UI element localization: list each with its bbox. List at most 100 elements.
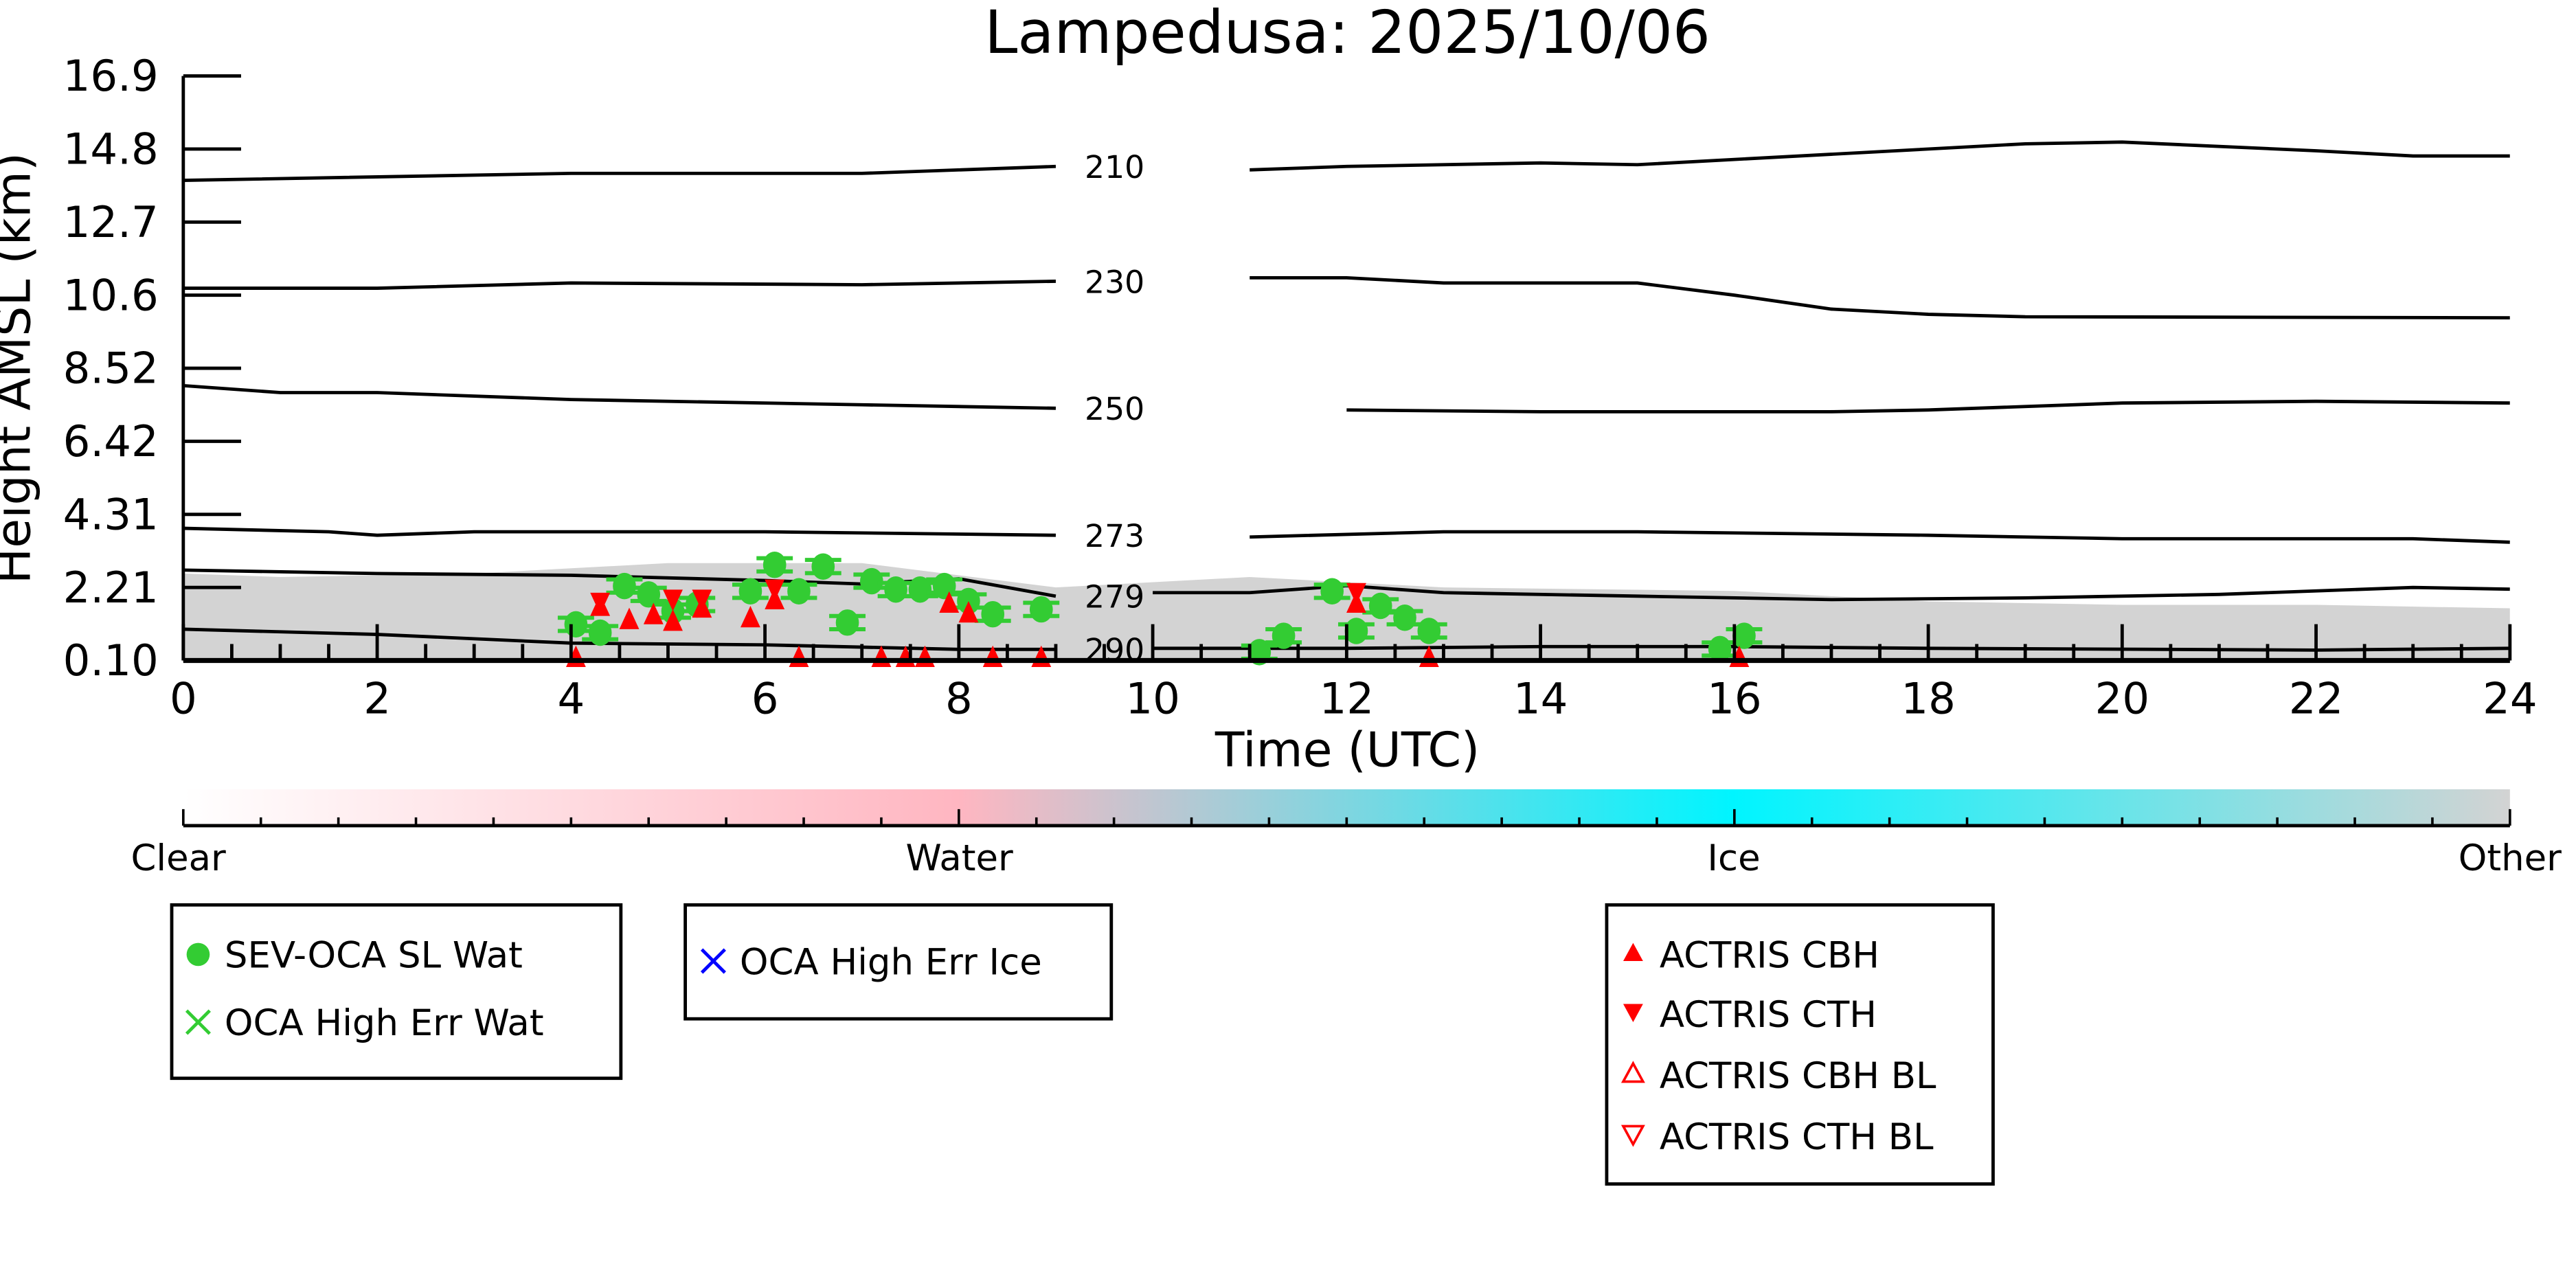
data-point-oca xyxy=(1417,618,1441,644)
legend-label: ACTRIS CTH BL xyxy=(1660,1116,1934,1158)
data-point-oca xyxy=(1732,622,1756,649)
temperature-contours: 210 230 250 273 279 290 xyxy=(183,140,2510,668)
data-point-oca xyxy=(588,619,612,646)
y-tick-label: 16.9 xyxy=(63,51,159,101)
x-tick-label: 2 xyxy=(363,673,391,723)
x-marker-icon xyxy=(185,1009,211,1035)
data-point-oca xyxy=(859,567,883,595)
x-tick-label: 14 xyxy=(1513,673,1568,723)
contour-label: 250 xyxy=(1085,391,1144,427)
data-point-cbh xyxy=(939,591,960,613)
data-point-oca xyxy=(811,553,835,580)
x-tick-label: 16 xyxy=(1707,673,1762,723)
legend-label: SEV-OCA SL Wat xyxy=(225,935,523,977)
y-tick-label: 0.10 xyxy=(63,635,159,686)
data-point-oca xyxy=(957,587,980,615)
contour-line-250 xyxy=(1346,399,2510,414)
data-point-cth xyxy=(1346,583,1366,605)
triangle-down-icon xyxy=(1623,1004,1643,1022)
data-point-cth xyxy=(663,589,683,611)
contour-line-210 xyxy=(183,164,1057,182)
data-point-cth xyxy=(590,592,611,615)
data-point-oca xyxy=(908,576,932,603)
colorbar-label-ice: Ice xyxy=(1707,837,1760,879)
data-point-oca xyxy=(835,609,859,636)
data-point-oca xyxy=(1393,605,1416,631)
x-axis-label: Time (UTC) xyxy=(1214,722,1480,778)
data-point-oca xyxy=(787,578,811,605)
x-tick-label: 6 xyxy=(752,673,779,723)
legend-label: ACTRIS CBH xyxy=(1660,935,1879,977)
legend-oca-water: SEV-OCA SL Wat OCA High Err Wat xyxy=(170,903,623,1081)
data-point-oca xyxy=(613,572,636,600)
contour-line-290 xyxy=(183,627,1056,651)
y-tick-label: 14.8 xyxy=(63,124,159,174)
x-tick-label: 12 xyxy=(1320,673,1375,723)
x-tick-label: 22 xyxy=(2289,673,2344,723)
data-point-oca xyxy=(1029,596,1053,623)
x-tick-label: 18 xyxy=(1901,673,1956,723)
contour-label: 290 xyxy=(1085,632,1144,668)
data-point-oca xyxy=(1320,578,1344,605)
y-tick-label: 4.31 xyxy=(63,489,159,539)
contour-line-210 xyxy=(1250,140,2510,172)
contour-line-230 xyxy=(1250,275,2510,320)
data-point-oca xyxy=(884,576,907,603)
colorbar: Clear Water Ice Other xyxy=(131,789,2562,879)
contour-line-273 xyxy=(183,526,1056,537)
data-point-oca xyxy=(1344,618,1368,644)
y-tick-label: 10.6 xyxy=(63,270,159,320)
contour-line-273 xyxy=(1250,530,2510,544)
chart-title: Lampedusa: 2025/10/06 xyxy=(984,0,1710,67)
colorbar-label-other: Other xyxy=(2459,837,2562,879)
data-point-oca xyxy=(1368,592,1392,620)
data-point-oca xyxy=(981,600,1005,628)
y-tick-label: 6.42 xyxy=(63,416,159,466)
y-tick-label: 8.52 xyxy=(63,343,159,394)
x-tick-label: 20 xyxy=(2095,673,2150,723)
contour-label: 210 xyxy=(1085,149,1144,185)
contour-label: 273 xyxy=(1085,518,1144,554)
contour-label: 230 xyxy=(1085,264,1144,300)
legend-label: ACTRIS CBH BL xyxy=(1660,1055,1936,1097)
legend-label: ACTRIS CTH xyxy=(1660,994,1877,1036)
triangle-up-open-icon xyxy=(1620,1061,1645,1083)
x-tick-label: 24 xyxy=(2483,673,2538,723)
legend-label: OCA High Err Ice xyxy=(740,941,1042,983)
data-point-cbh xyxy=(663,609,683,631)
data-point-oca xyxy=(1708,635,1732,663)
contour-line-279 xyxy=(1153,584,2510,602)
triangle-down-open-icon xyxy=(1620,1125,1645,1147)
data-point-oca xyxy=(637,581,661,608)
y-axis-label: Height AMSL (km) xyxy=(0,152,41,584)
data-point-cbh xyxy=(958,600,979,623)
contour-line-250 xyxy=(183,383,1057,410)
data-point-cbh xyxy=(643,602,664,624)
data-point-cbh xyxy=(619,607,640,629)
x-tick-label: 0 xyxy=(170,673,197,723)
y-tick-label: 2.21 xyxy=(63,563,159,613)
y-tick-label: 12.7 xyxy=(63,197,159,247)
data-point-oca xyxy=(1272,622,1296,649)
data-point-oca xyxy=(738,578,762,605)
x-tick-label: 8 xyxy=(945,673,973,723)
colorbar-label-clear: Clear xyxy=(131,837,226,879)
x-tick-label: 4 xyxy=(557,673,585,723)
contour-label: 279 xyxy=(1085,579,1144,615)
colorbar-label-water: Water xyxy=(905,837,1013,879)
circle-marker-icon xyxy=(186,942,210,967)
legend-label: OCA High Err Wat xyxy=(225,1002,544,1044)
data-point-oca xyxy=(932,572,956,600)
x-tick-label: 10 xyxy=(1125,673,1180,723)
legend-oca-ice: OCA High Err Ice xyxy=(683,903,1114,1021)
legend-actris: ACTRIS CBH ACTRIS CTH ACTRIS CBH BL ACTR… xyxy=(1605,903,1995,1186)
triangle-up-icon xyxy=(1623,942,1643,962)
x-marker-icon xyxy=(700,948,726,974)
data-point-cth xyxy=(765,579,785,601)
data-point-oca xyxy=(762,552,787,578)
contour-line-230 xyxy=(183,280,1057,290)
data-point-cth xyxy=(692,589,712,611)
data-point-cbh xyxy=(740,606,760,628)
